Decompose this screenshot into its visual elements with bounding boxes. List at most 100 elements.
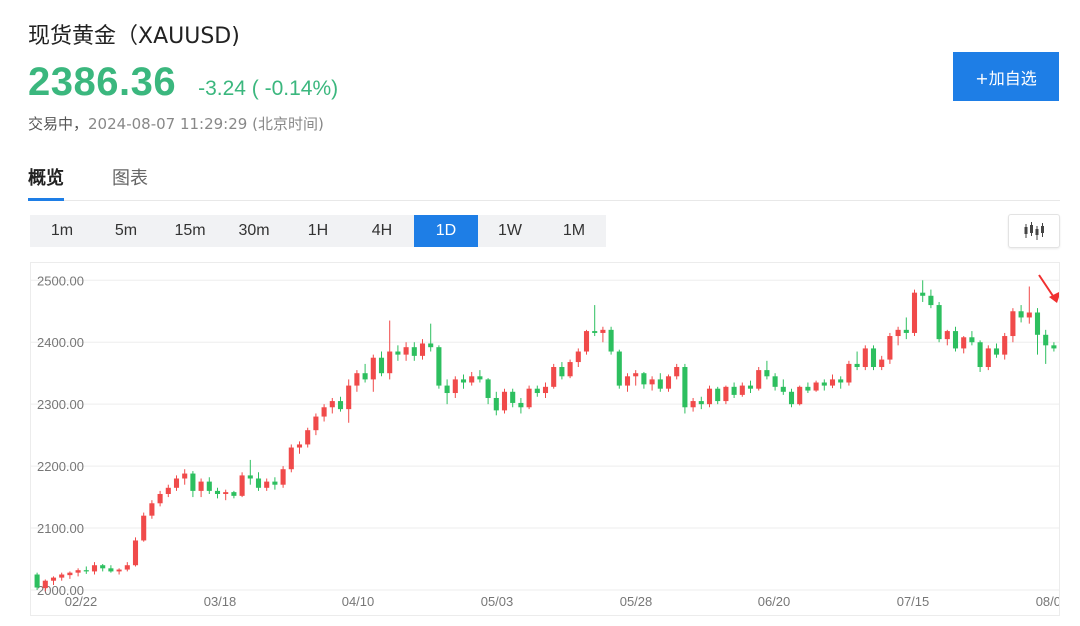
candle-body xyxy=(993,348,1000,355)
candle-body xyxy=(116,569,122,572)
y-tick-label: 2300.00 xyxy=(37,397,84,412)
candle-body xyxy=(313,416,319,431)
candle-body xyxy=(1043,334,1049,346)
interval-1h[interactable]: 1H xyxy=(307,222,329,239)
candle-body xyxy=(756,370,762,389)
x-tick-label: 06/20 xyxy=(758,594,791,609)
candle-body xyxy=(1010,311,1016,337)
candle-body xyxy=(288,447,294,470)
candle-body xyxy=(362,373,368,380)
candle-body xyxy=(788,391,795,405)
candle-body xyxy=(936,305,942,340)
trading-status: 交易中，2024-08-07 11:29:29 (北京时间) xyxy=(28,113,324,134)
last-price-arrow xyxy=(1038,274,1056,300)
candle-body xyxy=(108,568,114,572)
candle-body xyxy=(772,376,778,387)
candle-body xyxy=(501,391,508,411)
candle-body xyxy=(715,388,721,402)
candle-body xyxy=(920,292,926,296)
candle-body xyxy=(1002,336,1008,355)
candle-body xyxy=(747,385,754,389)
candle-body xyxy=(354,373,360,386)
chart-type-button[interactable] xyxy=(1008,214,1060,248)
y-tick-label: 2500.00 xyxy=(37,273,84,288)
candle-body xyxy=(575,351,581,363)
candle-body xyxy=(961,337,967,349)
y-tick-label: 2400.00 xyxy=(37,335,84,350)
candle-body xyxy=(600,329,606,333)
candle-body xyxy=(870,348,877,368)
candle-body xyxy=(985,348,991,368)
candle-body xyxy=(157,493,163,504)
candle-body xyxy=(206,481,212,491)
candle-body xyxy=(928,295,934,306)
x-tick-label: 07/15 xyxy=(897,594,930,609)
candle-body xyxy=(255,478,262,488)
candle-body xyxy=(534,388,540,394)
candle-body xyxy=(272,481,278,485)
tab-bar: 概览 图表 xyxy=(28,160,1060,201)
candle-body xyxy=(198,481,204,491)
candle-body xyxy=(231,492,237,496)
candle-body xyxy=(75,570,81,573)
price-row: 2386.36 -3.24 ( -0.14%) xyxy=(28,60,338,105)
candle-body xyxy=(428,343,434,348)
y-tick-label: 2100.00 xyxy=(37,521,84,536)
candle-body xyxy=(895,329,901,337)
candle-body xyxy=(526,388,532,408)
candle-body xyxy=(952,331,959,349)
candle-body xyxy=(764,370,770,377)
candle-body xyxy=(608,329,614,352)
candle-body xyxy=(542,386,549,394)
candle-body xyxy=(838,379,844,383)
candle-body xyxy=(469,376,475,383)
candle-body xyxy=(91,565,98,572)
interval-1m[interactable]: 1m xyxy=(50,222,74,239)
candle-body xyxy=(829,379,836,386)
candle-body xyxy=(149,503,155,516)
interval-5m[interactable]: 5m xyxy=(114,222,138,239)
candle-body xyxy=(173,478,180,488)
candle-body xyxy=(641,373,647,385)
interval-30m[interactable]: 30m xyxy=(238,222,270,239)
candle-body xyxy=(518,402,524,408)
x-tick-label: 05/03 xyxy=(481,594,514,609)
candle-body xyxy=(723,386,729,402)
candle-body xyxy=(633,373,639,377)
candle-body xyxy=(452,379,458,394)
candle-body xyxy=(698,401,704,405)
interval-1mo[interactable]: 1M xyxy=(562,222,586,239)
current-price: 2386.36 xyxy=(28,60,177,104)
candle-body xyxy=(665,376,672,389)
interval-4h[interactable]: 4H xyxy=(371,222,393,239)
candle-body xyxy=(1018,311,1024,318)
candle-body xyxy=(911,292,918,333)
tab-overview[interactable]: 概览 xyxy=(28,164,64,201)
candle-body xyxy=(592,331,598,333)
candle-body xyxy=(821,382,827,386)
candle-body xyxy=(419,343,426,356)
candle-body xyxy=(67,572,73,576)
candle-body xyxy=(280,469,286,485)
candle-body xyxy=(969,337,975,343)
candle-body xyxy=(813,382,819,391)
candle-body xyxy=(805,386,811,391)
candle-body xyxy=(296,444,303,448)
tab-chart[interactable]: 图表 xyxy=(112,168,148,189)
candle-body xyxy=(682,367,688,408)
candle-body xyxy=(944,331,950,340)
candle-body xyxy=(551,367,557,387)
candle-body xyxy=(1034,312,1041,335)
candle-body xyxy=(34,574,40,588)
candle-body xyxy=(862,348,868,368)
candle-body xyxy=(141,515,147,541)
price-chart[interactable]: 2500.00 2400.00 2300.00 2200.00 2100.00 2000.… xyxy=(30,262,1060,616)
x-tick-label: 08/0 xyxy=(1036,594,1060,609)
candle-body xyxy=(444,385,450,394)
interval-1w[interactable]: 1W xyxy=(498,222,522,239)
candle-body xyxy=(510,391,516,403)
add-watchlist-button[interactable]: +加自选 xyxy=(953,52,1059,101)
interval-1d[interactable]: 1D xyxy=(414,215,478,247)
interval-15m[interactable]: 15m xyxy=(174,222,206,239)
interval-selector: 1m 5m 15m 30m 1H 4H 1D 1W 1M xyxy=(30,215,606,247)
